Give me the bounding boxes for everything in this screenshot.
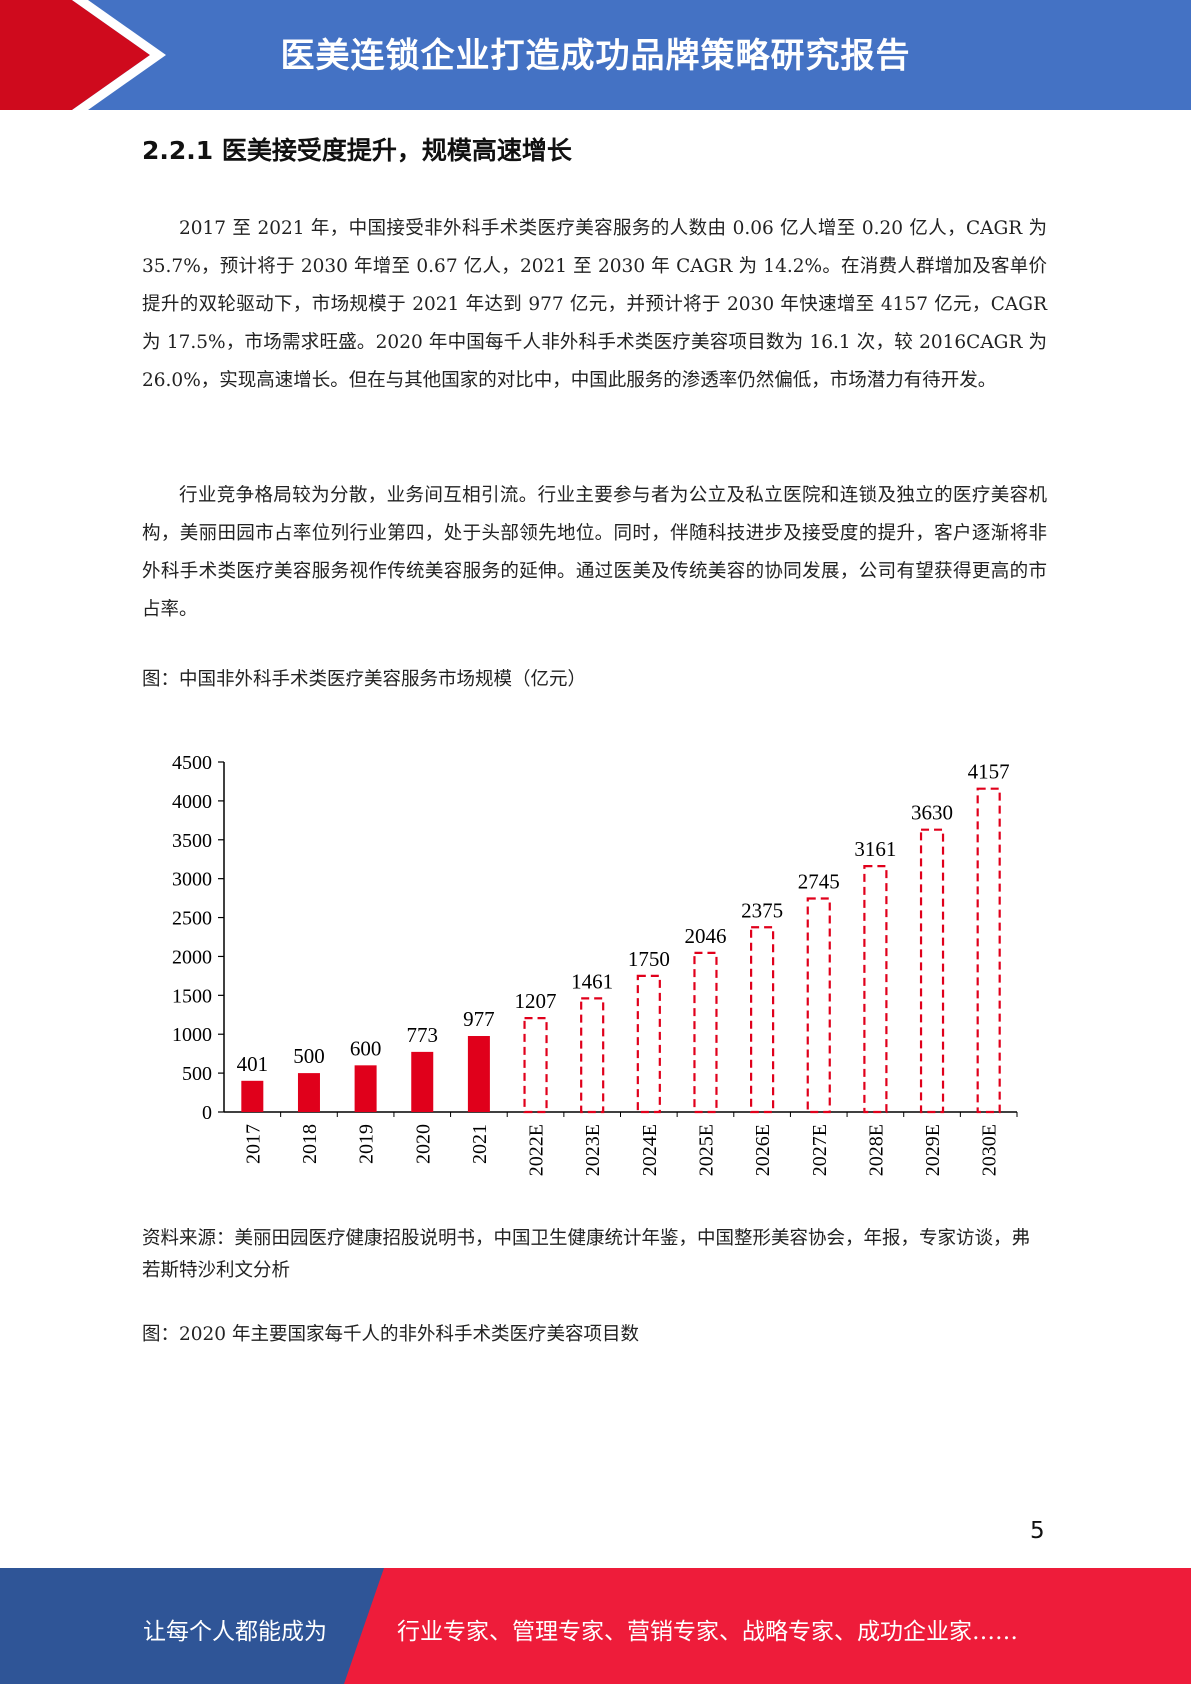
figure-caption-market-size: 图：中国非外科手术类医疗美容服务市场规模（亿元） [142,669,587,690]
bar-estimated [919,828,945,1114]
y-tick-label: 3500 [172,830,212,852]
bar-estimated [636,974,661,1114]
data-label: 2745 [798,870,840,894]
x-tick-label: 2017 [242,1124,264,1164]
data-label: 4157 [968,760,1010,784]
data-label: 1207 [515,989,557,1013]
x-tick-label: 2025E [695,1124,717,1176]
bar-estimated [976,787,1001,1114]
figure-caption-per-thousand: 图：2020 年主要国家每千人的非外科手术类医疗美容项目数 [142,1324,639,1345]
source-note: 资料来源：美丽田园医疗健康招股说明书，中国卫生健康统计年鉴，中国整形美容协会，年… [142,1228,1031,1281]
data-label: 3161 [854,837,896,861]
data-label: 1750 [628,947,670,971]
bar [354,1065,377,1112]
footer-background [0,1568,1191,1684]
y-tick-label: 3000 [172,869,212,891]
x-tick-label: 2022E [526,1124,548,1176]
header-arrow-decoration [0,0,166,110]
y-tick-label: 500 [182,1063,212,1085]
x-tick-label: 2023E [582,1124,604,1176]
data-label: 600 [350,1036,382,1060]
y-tick-label: 1500 [172,985,212,1007]
footer-slogan-right: 行业专家、管理专家、营销专家、战略专家、成功企业家…… [397,1619,1018,1645]
y-tick-label: 4500 [172,752,212,774]
x-tick-label: 2030E [979,1124,1001,1176]
bar-estimated [750,926,775,1114]
market-size-bar-chart: 0 500 1000 1500 2000 2500 3000 3500 4000 4500 401 2… [172,752,1018,1176]
y-tick-label: 4000 [172,791,212,813]
x-tick-label: 2021 [469,1124,491,1164]
paragraph-2: 行业竞争格局较为分散，业务间互相引流。行业主要参与者为公立及私立医院和连锁及独立… [142,485,1047,620]
bar [411,1051,434,1112]
x-tick-label: 2019 [356,1124,378,1164]
bar-estimated [580,997,605,1114]
x-tick-label: 2020 [412,1124,434,1164]
bar-estimated [806,897,831,1114]
page-number: 5 [1030,1518,1045,1544]
x-tick-label: 2029E [922,1124,944,1176]
report-title: 医美连锁企业打造成功品牌策略研究报告 [280,36,911,76]
page-header: 医美连锁企业打造成功品牌策略研究报告 [0,0,1191,110]
bar-estimated [863,865,888,1114]
paragraph-1: 2017 至 2021 年，中国接受非外科手术类医疗美容服务的人数由 0.06 … [142,218,1047,391]
data-label: 2375 [741,898,783,922]
data-label: 2046 [684,924,726,948]
page-footer: 让每个人都能成为 行业专家、管理专家、营销专家、战略专家、成功企业家…… [0,1568,1191,1684]
y-tick-label: 1000 [172,1024,212,1046]
x-tick-label: 2024E [639,1124,661,1176]
bar-estimated [523,1017,548,1114]
data-label: 3630 [911,801,953,825]
x-tick-label: 2027E [809,1124,831,1176]
x-tick-label: 2018 [299,1124,321,1164]
bar [241,1080,264,1112]
bar [297,1073,320,1112]
y-tick-label: 2500 [172,908,212,930]
bar [467,1036,490,1112]
data-label: 401 [237,1052,268,1076]
bar-estimated [693,951,718,1114]
y-tick-label: 0 [202,1102,212,1124]
data-label: 773 [407,1023,439,1047]
x-tick-label: 2028E [865,1124,887,1176]
section-title: 2.2.1 医美接受度提升，规模高速增长 [142,136,572,165]
data-label: 500 [293,1044,325,1068]
footer-slogan-left: 让每个人都能成为 [143,1619,327,1645]
data-label: 977 [463,1007,495,1031]
x-tick-label: 2026E [752,1124,774,1176]
y-tick-label: 2000 [172,946,212,968]
data-label: 1461 [571,969,613,993]
